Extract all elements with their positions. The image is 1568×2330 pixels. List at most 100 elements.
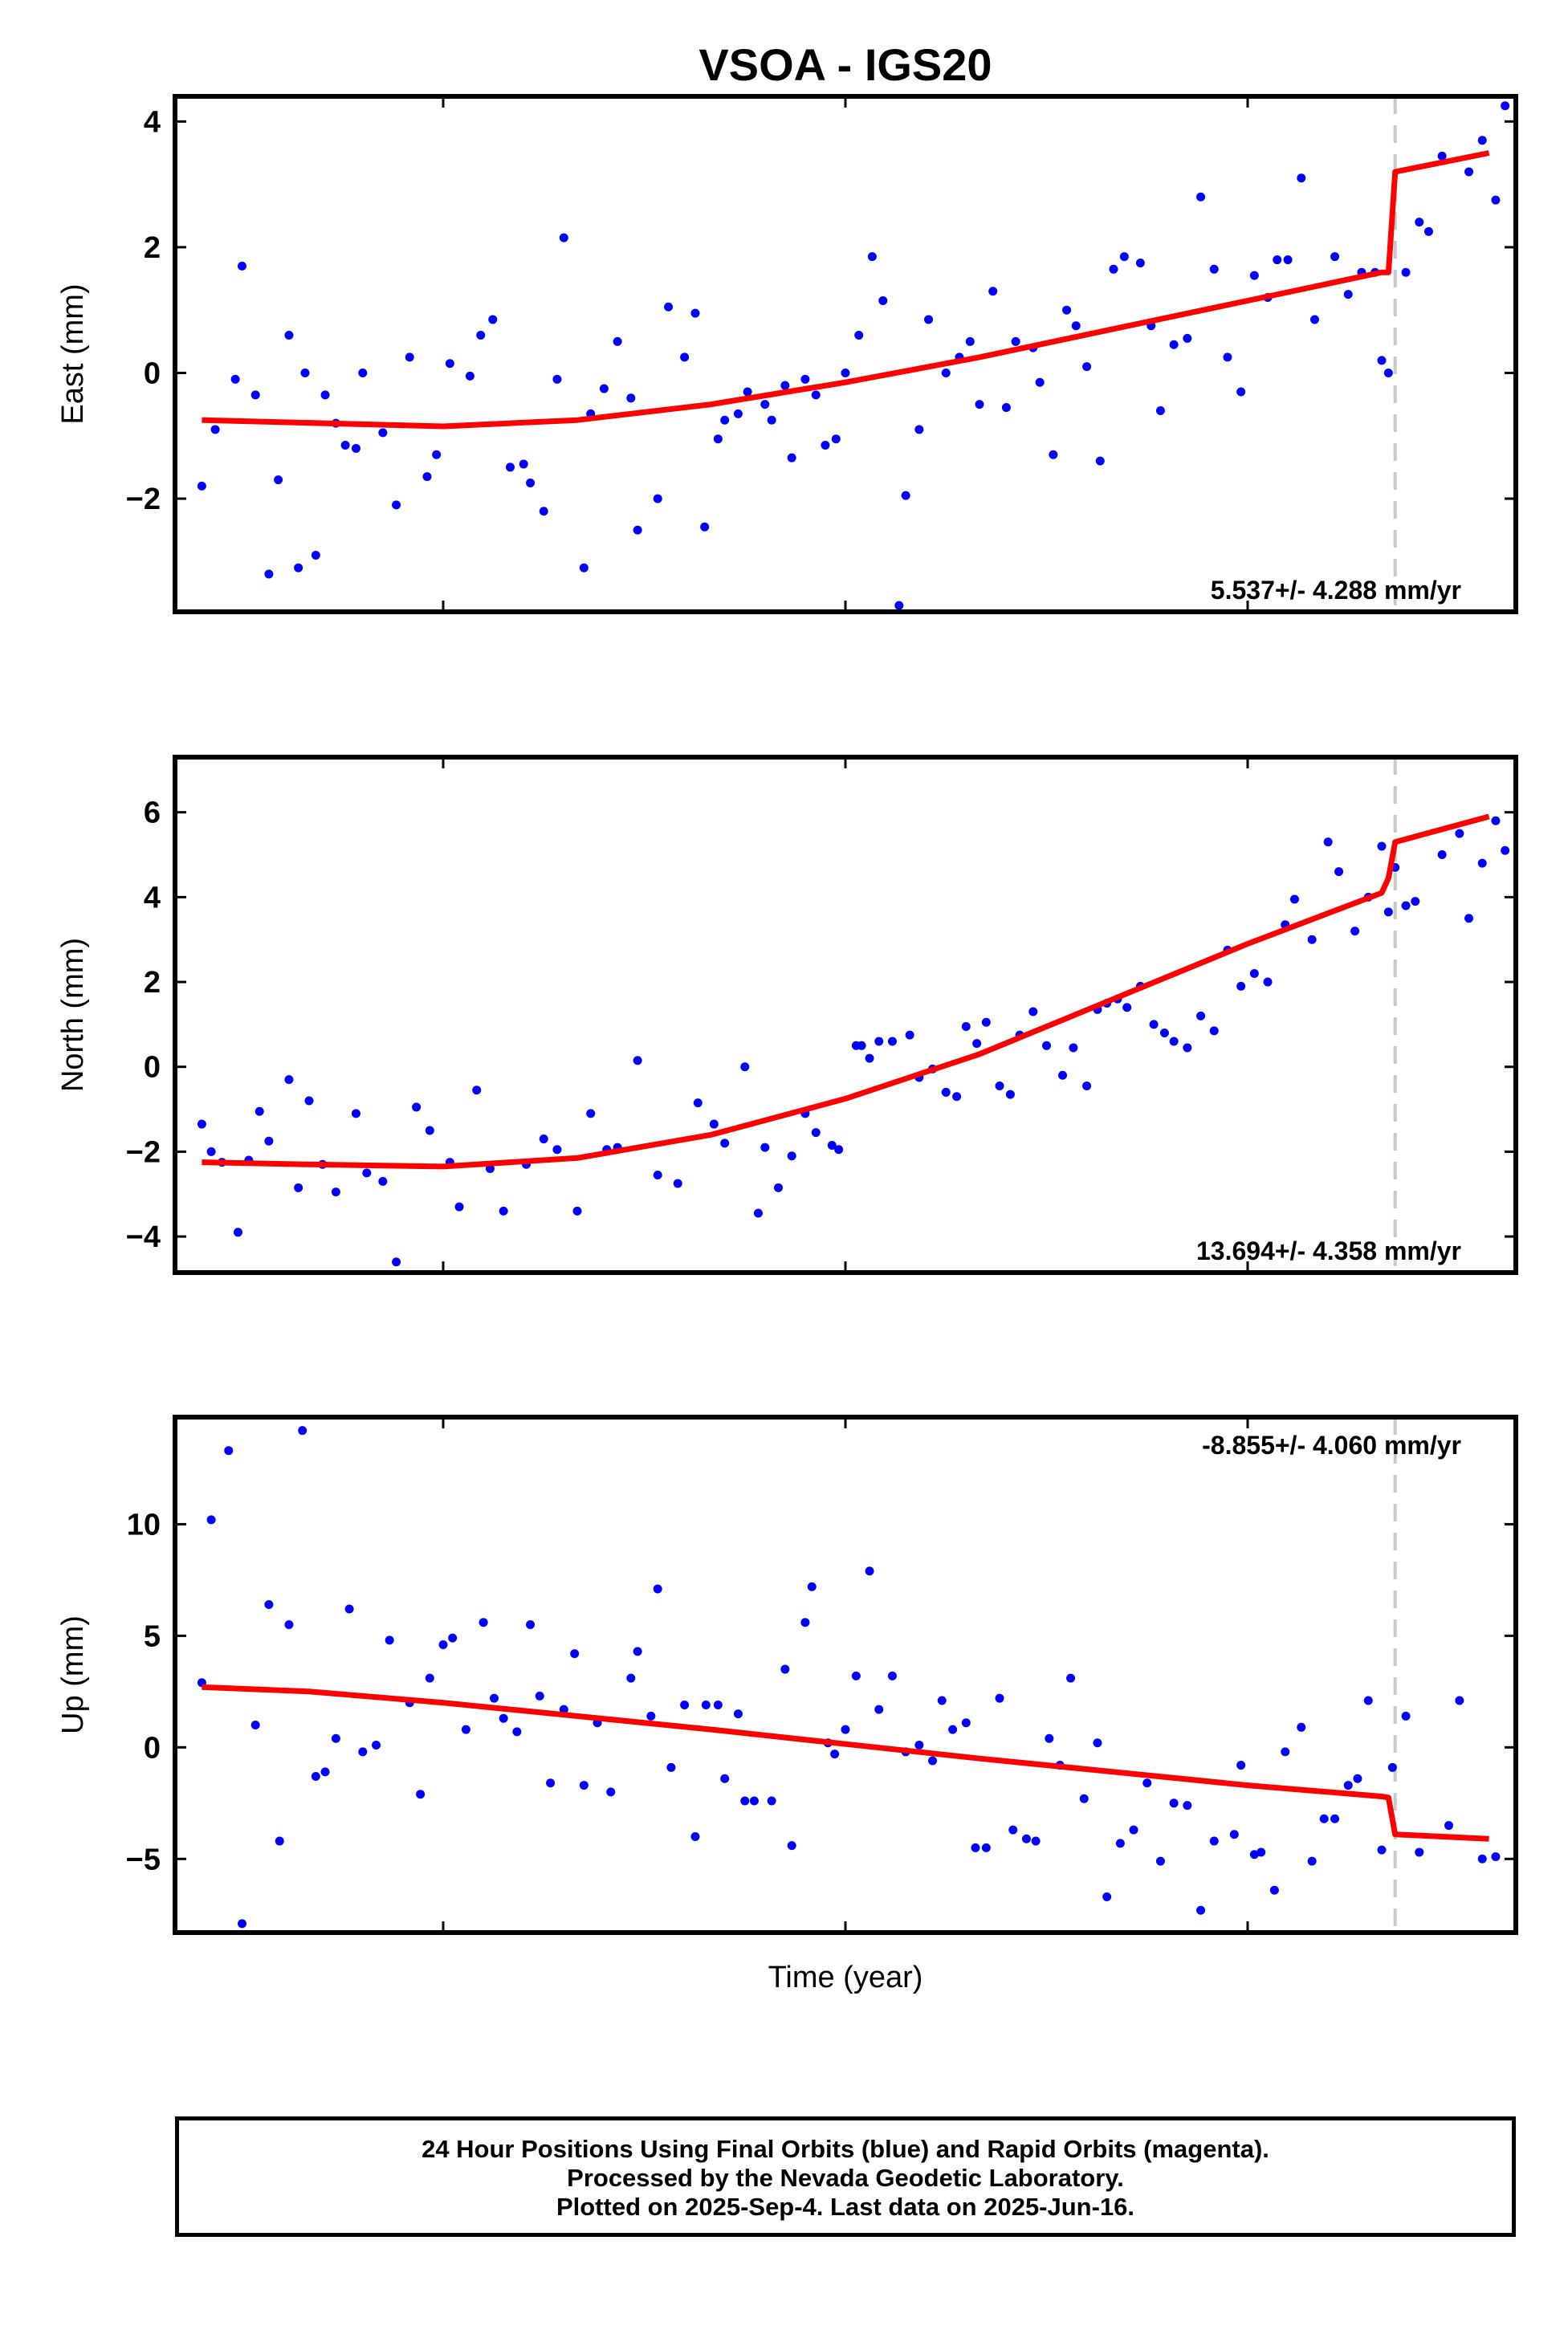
data-point: [1169, 340, 1179, 349]
data-point: [392, 500, 401, 510]
data-point: [206, 1515, 216, 1525]
data-point: [472, 1086, 482, 1095]
data-point: [539, 507, 548, 516]
y-tick-label: 0: [144, 1731, 161, 1765]
velocity-annotation: 5.537+/- 4.288 mm/yr: [1211, 576, 1461, 605]
data-point: [210, 425, 220, 434]
data-point: [1196, 1905, 1206, 1915]
data-point: [857, 1041, 866, 1050]
data-point: [905, 1030, 914, 1040]
data-point: [928, 1756, 938, 1766]
data-point: [760, 400, 770, 409]
data-point: [250, 1721, 260, 1730]
data-point: [653, 1584, 662, 1594]
data-point: [709, 1119, 719, 1129]
data-point: [416, 1790, 426, 1799]
data-point: [1093, 1738, 1102, 1748]
data-point: [1297, 1722, 1306, 1732]
data-point: [613, 336, 622, 346]
data-point: [1236, 387, 1246, 397]
data-point: [535, 1691, 544, 1701]
y-tick-label: 4: [144, 881, 161, 914]
data-point: [952, 1092, 962, 1102]
data-point: [941, 1087, 951, 1097]
data-point: [579, 1781, 589, 1790]
data-point: [378, 1176, 388, 1186]
data-point: [1377, 841, 1387, 851]
data-point: [311, 1771, 320, 1781]
data-point: [512, 1727, 522, 1737]
data-point: [344, 1604, 354, 1614]
y-tick-label: −4: [126, 1220, 161, 1254]
data-point: [372, 1741, 381, 1750]
data-point: [924, 315, 934, 324]
data-point: [874, 1705, 884, 1714]
data-point: [1021, 1834, 1031, 1843]
data-point: [294, 1183, 303, 1192]
data-point: [546, 1778, 556, 1788]
data-point: [841, 368, 850, 377]
data-point: [811, 1128, 821, 1138]
data-point: [740, 1062, 750, 1072]
data-point: [626, 393, 636, 403]
data-point: [1159, 1028, 1169, 1037]
data-point: [1464, 914, 1474, 923]
footer-line-3: Plotted on 2025-Sep-4. Last data on 2025…: [556, 2193, 1135, 2221]
data-point: [422, 472, 432, 482]
data-point: [690, 1831, 700, 1841]
data-point: [1169, 1798, 1179, 1808]
data-point: [713, 434, 723, 444]
data-point: [834, 1145, 844, 1155]
data-point: [362, 1168, 372, 1178]
data-point: [1415, 218, 1424, 227]
data-point: [1491, 816, 1501, 825]
data-point: [1071, 321, 1081, 331]
data-point: [865, 1566, 874, 1576]
data-point: [720, 1774, 730, 1783]
y-tick-label: 10: [127, 1508, 161, 1542]
data-point: [489, 1693, 499, 1703]
data-point: [1323, 837, 1333, 847]
data-point: [1283, 255, 1293, 265]
data-point: [1069, 1043, 1078, 1053]
data-point: [800, 1618, 810, 1627]
data-point: [701, 1701, 711, 1710]
data-point: [579, 563, 589, 572]
data-point: [1209, 1026, 1219, 1036]
data-point: [1491, 195, 1501, 205]
data-point: [961, 1022, 971, 1032]
data-point: [961, 1718, 971, 1728]
data-point: [733, 409, 743, 418]
data-point: [294, 563, 303, 572]
data-point: [230, 374, 240, 384]
data-point: [1273, 255, 1282, 265]
data-point: [1353, 1774, 1362, 1783]
data-point: [1001, 403, 1011, 413]
data-point: [1229, 1830, 1239, 1839]
data-point: [445, 359, 454, 369]
data-point: [633, 525, 642, 535]
data-point: [780, 1664, 790, 1674]
data-point: [320, 390, 330, 400]
footer-line-1: 24 Hour Positions Using Final Orbits (bl…: [422, 2135, 1269, 2163]
y-tick-label: 4: [144, 105, 161, 139]
data-point: [1343, 1781, 1353, 1790]
data-point: [1256, 1847, 1266, 1857]
data-point: [1223, 352, 1232, 362]
data-point: [1319, 1814, 1329, 1823]
data-point: [941, 368, 951, 377]
data-point: [743, 387, 752, 397]
data-point: [1183, 333, 1192, 343]
data-point: [476, 331, 486, 340]
data-point: [1049, 450, 1058, 459]
data-point: [264, 569, 274, 579]
data-point: [975, 400, 984, 409]
footer-note-box: 24 Hour Positions Using Final Orbits (bl…: [175, 2116, 1516, 2237]
plot-frame: [173, 94, 1518, 614]
data-point: [1209, 1836, 1219, 1846]
data-point: [851, 1671, 861, 1680]
data-point: [351, 1109, 360, 1118]
y-tick-label: 2: [144, 966, 161, 1000]
data-point: [284, 331, 294, 340]
data-point: [1455, 1696, 1464, 1705]
